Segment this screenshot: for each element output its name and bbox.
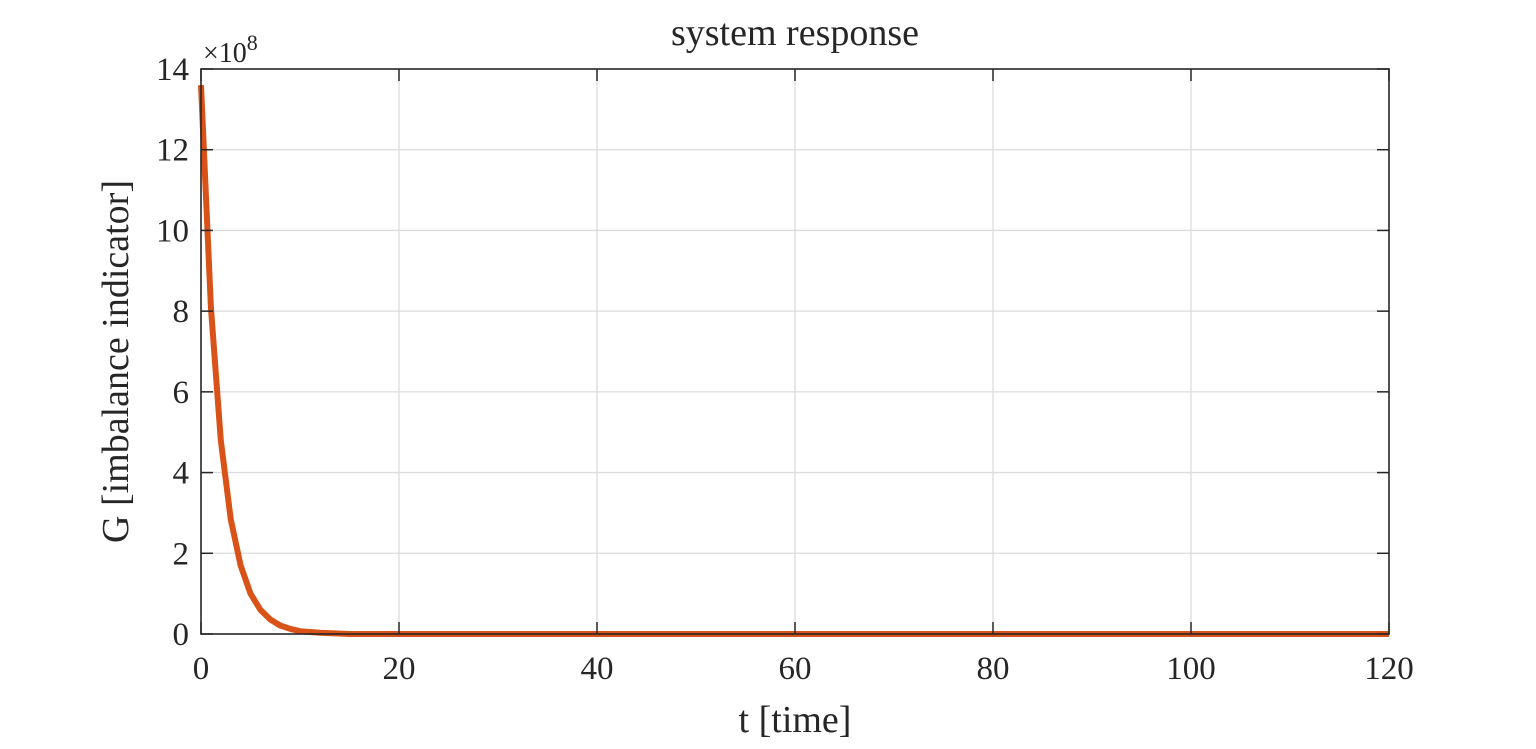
x-tick-label: 100	[1166, 651, 1216, 687]
y-exponent-label: ×108	[203, 30, 258, 69]
y-tick-label: 0	[173, 617, 190, 653]
x-tick-label: 80	[977, 651, 1010, 687]
y-tick-label: 6	[173, 375, 190, 411]
y-tick-label: 12	[156, 133, 189, 169]
y-tick-label: 8	[173, 294, 190, 330]
y-tick-label: 14	[156, 52, 189, 88]
y-tick-label: 4	[173, 456, 190, 492]
y-axis-label: G [imbalance indicator]	[95, 180, 137, 543]
y-exponent-base: ×10	[203, 38, 247, 69]
x-tick-label: 60	[779, 651, 812, 687]
x-tick-label: 40	[581, 651, 614, 687]
x-tick-label: 120	[1364, 651, 1414, 687]
x-tick-label: 0	[193, 651, 210, 687]
chart-title: system response	[671, 12, 919, 54]
x-axis-label: t [time]	[739, 699, 852, 741]
y-tick-label: 10	[156, 213, 189, 249]
tick-layer: 0 20 40 60 80 100 120 0 2 4 6 8 10 12 14	[156, 52, 1414, 687]
grid-layer	[201, 69, 1389, 634]
y-tick-label: 2	[173, 536, 190, 572]
y-exponent-power: 8	[247, 30, 258, 55]
x-tick-label: 20	[383, 651, 416, 687]
